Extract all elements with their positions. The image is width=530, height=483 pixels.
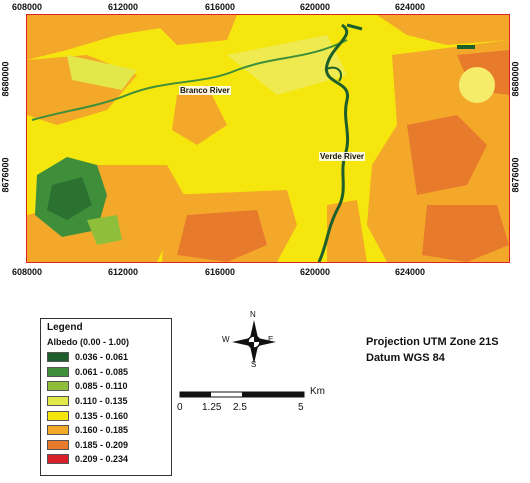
south-label: S [251,360,257,369]
legend-title: Legend [47,322,83,333]
x-tick-top-1: 608000 [12,2,43,12]
datum-text: Datum WGS 84 [366,352,445,364]
legend-swatch [47,381,69,392]
legend-swatch [47,439,69,450]
projection-text: Projection UTM Zone 21S [366,336,499,348]
albedo-raster [27,15,509,263]
x-tick-top-2: 612000 [108,2,139,12]
x-tick-top-4: 620000 [300,2,331,12]
scale-label-3: 5 [298,402,304,413]
north-label: N [250,310,256,319]
x-tick-bottom-1: 608000 [12,267,43,277]
legend-range-label: 0.036 - 0.061 [75,352,129,363]
scale-bar [179,391,305,398]
x-tick-bottom-5: 624000 [395,267,426,277]
verde-river-label: Verde River [319,152,366,161]
legend-swatch [47,396,69,407]
x-tick-bottom-3: 616000 [205,267,236,277]
y-tick-right-2: 8676000 [510,157,521,193]
legend-swatch [47,352,69,363]
legend-swatch [47,410,69,421]
legend-range-label: 0.209 - 0.234 [75,454,129,465]
legend-range-label: 0.160 - 0.185 [75,425,129,436]
legend-range-label: 0.085 - 0.110 [75,381,128,392]
legend-item: 0.185 - 0.209 [47,438,165,453]
x-tick-bottom-4: 620000 [300,267,331,277]
legend-range-label: 0.135 - 0.160 [75,410,129,421]
scale-label-1: 1.25 [202,402,222,413]
albedo-map: Branco River Verde River [26,14,510,263]
legend-item: 0.135 - 0.160 [47,408,165,423]
legend-range-label: 0.185 - 0.209 [75,439,129,450]
legend-box: Legend Albedo (0.00 - 1.00) 0.036 - 0.06… [40,318,172,476]
legend-item: 0.160 - 0.185 [47,423,165,438]
legend-item: 0.085 - 0.110 [47,379,165,394]
east-label: E [268,335,274,344]
legend-swatch [47,366,69,377]
scale-unit: Km [310,386,325,397]
north-arrow-icon [232,320,276,364]
x-tick-top-3: 616000 [205,2,236,12]
legend-item: 0.209 - 0.234 [47,452,165,467]
scale-label-0: 0 [177,402,183,413]
west-label: W [222,335,230,344]
legend-swatch [47,425,69,436]
branco-river-label: Branco River [179,86,231,95]
legend-item: 0.110 - 0.135 [47,394,165,409]
legend-item: 0.036 - 0.061 [47,350,165,365]
x-tick-bottom-2: 612000 [108,267,139,277]
legend-range-label: 0.110 - 0.135 [75,396,128,407]
x-tick-top-5: 624000 [395,2,426,12]
y-tick-left-2: 8676000 [0,157,11,193]
legend-items: 0.036 - 0.061 0.061 - 0.085 0.085 - 0.110 0… [47,350,165,467]
legend-swatch [47,454,69,465]
legend-subtitle: Albedo (0.00 - 1.00) [47,337,130,347]
y-tick-left-1: 8680000 [0,61,11,97]
scale-label-2: 2.5 [233,402,247,413]
legend-range-label: 0.061 - 0.085 [75,366,129,377]
legend-item: 0.061 - 0.085 [47,365,165,380]
y-tick-right-1: 8680000 [510,61,521,97]
